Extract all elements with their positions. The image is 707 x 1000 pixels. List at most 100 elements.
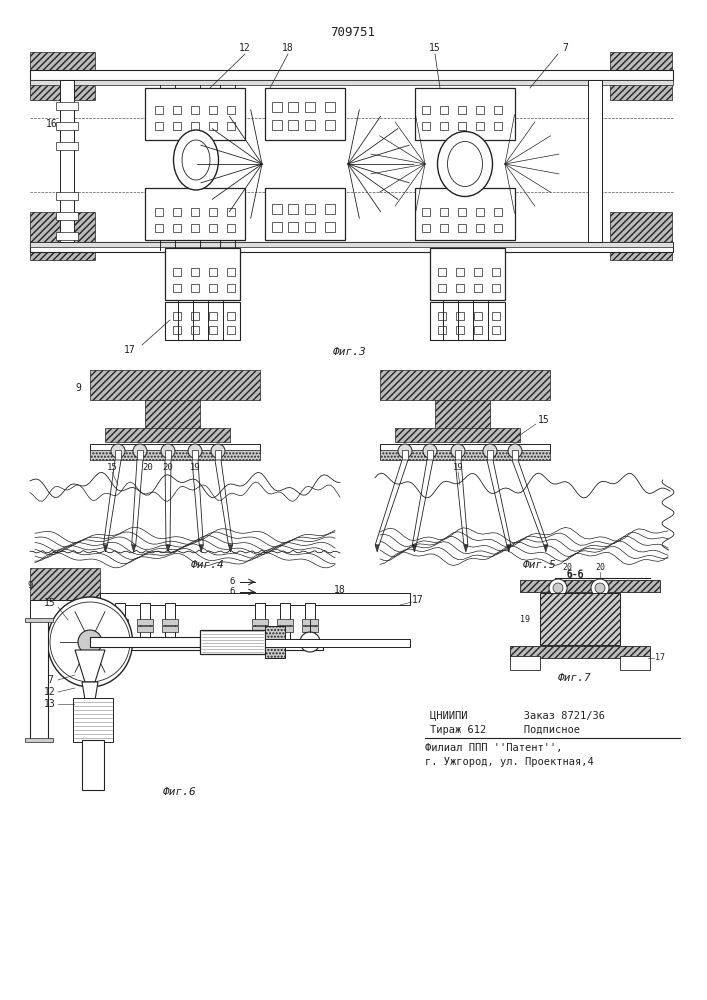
Polygon shape xyxy=(455,460,468,545)
Bar xyxy=(173,224,181,232)
Bar xyxy=(305,204,315,214)
Polygon shape xyxy=(512,460,548,545)
Bar xyxy=(137,626,153,632)
Text: б-б: б-б xyxy=(566,570,584,580)
Bar xyxy=(422,106,430,114)
Circle shape xyxy=(549,579,567,597)
Bar xyxy=(191,268,199,276)
Bar xyxy=(227,224,235,232)
Bar xyxy=(430,302,505,340)
Polygon shape xyxy=(375,545,379,552)
Bar xyxy=(440,208,448,216)
Bar xyxy=(494,208,502,216)
Bar xyxy=(155,106,163,114)
Bar xyxy=(380,370,550,400)
Bar xyxy=(474,312,482,320)
Text: 17: 17 xyxy=(412,595,424,605)
Bar xyxy=(252,626,268,632)
Bar xyxy=(191,208,199,216)
Bar xyxy=(415,88,515,140)
Text: 15: 15 xyxy=(538,415,550,425)
Bar xyxy=(209,106,217,114)
Ellipse shape xyxy=(438,131,493,196)
Ellipse shape xyxy=(448,141,482,186)
Text: 17: 17 xyxy=(655,654,665,662)
Bar xyxy=(209,224,217,232)
Bar xyxy=(145,400,200,430)
Polygon shape xyxy=(103,545,107,552)
Bar xyxy=(474,326,482,334)
Bar xyxy=(191,312,199,320)
Bar xyxy=(476,122,484,130)
Text: 19: 19 xyxy=(452,464,463,473)
Bar xyxy=(30,212,95,260)
Bar xyxy=(440,224,448,232)
Bar xyxy=(265,88,345,140)
Text: б: б xyxy=(229,587,235,596)
Bar xyxy=(487,450,493,460)
Bar xyxy=(115,603,125,645)
Polygon shape xyxy=(487,460,510,545)
Circle shape xyxy=(111,444,125,458)
Bar xyxy=(305,222,315,232)
Circle shape xyxy=(188,444,202,458)
Bar xyxy=(145,88,245,140)
Text: 20: 20 xyxy=(595,564,605,572)
Bar xyxy=(115,450,121,460)
Polygon shape xyxy=(165,460,171,545)
Ellipse shape xyxy=(47,597,132,687)
Bar xyxy=(252,619,268,625)
Bar xyxy=(162,626,178,632)
Bar xyxy=(494,224,502,232)
Bar xyxy=(215,450,221,460)
Bar xyxy=(56,212,78,220)
Bar xyxy=(492,268,500,276)
Circle shape xyxy=(133,444,147,458)
Bar xyxy=(288,102,298,112)
Text: 15: 15 xyxy=(429,43,441,53)
Bar xyxy=(145,188,245,240)
Bar xyxy=(165,248,240,300)
Bar xyxy=(265,188,345,240)
Bar xyxy=(265,639,410,647)
Bar xyxy=(305,120,315,130)
Bar xyxy=(380,444,550,452)
Text: Фиг.5: Фиг.5 xyxy=(523,560,557,570)
Text: 20: 20 xyxy=(143,464,153,473)
Bar xyxy=(540,593,620,645)
Bar xyxy=(112,619,128,625)
Bar xyxy=(265,626,285,658)
Bar xyxy=(200,630,265,654)
Polygon shape xyxy=(412,545,416,552)
Bar xyxy=(302,619,318,625)
Bar xyxy=(113,640,323,650)
Bar xyxy=(438,284,446,292)
Bar xyxy=(56,192,78,200)
Bar xyxy=(173,122,181,130)
Circle shape xyxy=(423,444,437,458)
Bar xyxy=(209,312,217,320)
Bar xyxy=(272,102,282,112)
Bar xyxy=(458,224,466,232)
Bar xyxy=(155,224,163,232)
Bar xyxy=(476,106,484,114)
Bar xyxy=(90,637,200,647)
Text: 17: 17 xyxy=(124,345,136,355)
Bar xyxy=(82,740,104,790)
Bar xyxy=(438,326,446,334)
Bar xyxy=(458,122,466,130)
Bar xyxy=(100,593,410,605)
Bar xyxy=(112,626,128,632)
Polygon shape xyxy=(544,545,548,552)
Text: 7: 7 xyxy=(562,43,568,53)
Text: 18: 18 xyxy=(282,43,294,53)
Bar xyxy=(209,208,217,216)
Circle shape xyxy=(398,444,412,458)
Polygon shape xyxy=(132,545,136,552)
Text: Фиг.4: Фиг.4 xyxy=(191,560,225,570)
Polygon shape xyxy=(228,545,233,552)
Text: Фиг.6: Фиг.6 xyxy=(163,787,197,797)
Bar xyxy=(209,326,217,334)
Bar xyxy=(288,222,298,232)
Bar xyxy=(173,268,181,276)
